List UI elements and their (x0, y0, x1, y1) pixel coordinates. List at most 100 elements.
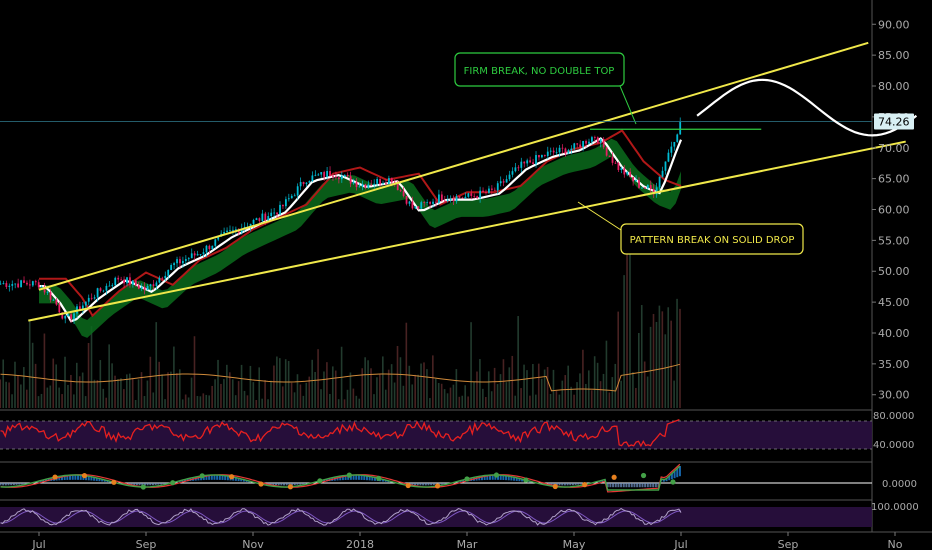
rsi-tick-label-80: 80.0000 (873, 411, 914, 422)
candle-body (335, 176, 337, 178)
volume-bar (402, 385, 405, 408)
macd-histogram-bar (443, 483, 446, 485)
candle-body (234, 229, 237, 231)
macd-histogram-bar (609, 483, 612, 488)
volume-bar (399, 357, 402, 408)
candle-body (81, 305, 84, 311)
macd-histogram-bar (622, 483, 625, 488)
candle-body (417, 206, 420, 209)
macd-histogram-bar (558, 483, 561, 486)
candle-body (152, 284, 155, 287)
candle-body (579, 144, 582, 148)
candle-body (214, 239, 217, 246)
candle-body (364, 184, 367, 188)
rsi-tick-label-40: 40.0000 (873, 440, 914, 451)
macd-cross-dot (346, 472, 352, 478)
candle-body (164, 275, 167, 279)
macd-histogram-bar (430, 483, 433, 486)
volume-bar (58, 387, 60, 408)
annotation-firm-break-text: FIRM BREAK, NO DOUBLE TOP (464, 66, 615, 77)
macd-histogram-bar (352, 475, 355, 480)
volume-bar (202, 393, 205, 408)
price-tick-label: 90.00 (878, 18, 910, 31)
candle-body (111, 285, 114, 287)
macd-histogram-bar (400, 483, 403, 484)
macd-histogram-bar (678, 466, 681, 477)
volume-bar (20, 384, 22, 408)
candle-body (502, 181, 505, 183)
volume-bar (320, 389, 322, 408)
candle-body (620, 168, 623, 170)
volume-ma-line (0, 363, 681, 392)
price-tick-label: 35.00 (878, 358, 910, 371)
volume-bar (540, 378, 543, 408)
macd-histogram-bar (240, 478, 243, 482)
candle-body (202, 252, 205, 255)
volume-bar (364, 357, 366, 408)
candle-body (405, 195, 408, 204)
volume-bar (46, 387, 49, 408)
volume-bar (228, 372, 231, 408)
macd-histogram-bar (58, 476, 61, 481)
candle-body (137, 285, 140, 289)
price-tick-label: 80.00 (878, 80, 910, 93)
volume-bar (173, 346, 175, 408)
last-price-label: 74.26 (878, 115, 910, 128)
volume-bar (184, 394, 187, 408)
macd-histogram-bar (138, 483, 141, 486)
volume-bar (593, 356, 596, 408)
candle-body (558, 147, 561, 153)
annotation-pattern-break[interactable]: PATTERN BREAK ON SOLID DROP (620, 223, 804, 255)
volume-bar (535, 394, 537, 408)
macd-histogram-bar (654, 483, 657, 488)
candle-body (458, 196, 461, 198)
volume-bar (152, 392, 155, 408)
volume-bar (73, 394, 75, 408)
volume-bar (240, 364, 243, 408)
volume-bar (126, 374, 128, 408)
candle-body (376, 178, 379, 184)
macd-histogram-bar (213, 475, 216, 480)
candle-body (508, 174, 511, 180)
candle-body (555, 152, 558, 154)
macd-histogram-bar (499, 475, 502, 480)
macd-histogram-bar (614, 483, 617, 488)
candle-body (296, 186, 299, 196)
volume-bar (261, 398, 263, 408)
macd-histogram-bar (427, 483, 430, 486)
volume-bar (131, 377, 134, 408)
candle-body (79, 306, 81, 311)
candle-body (290, 195, 293, 199)
candle-body (87, 297, 90, 302)
candle-body (438, 194, 440, 203)
volume-bar (502, 359, 505, 408)
candle-body (170, 264, 173, 271)
candle-body (623, 168, 626, 175)
volume-bar (40, 393, 43, 408)
volume-bar (167, 372, 169, 408)
candle-body (402, 191, 405, 196)
candle-body (493, 189, 496, 191)
macd-cross-dot (52, 474, 58, 480)
macd-histogram-bar (561, 483, 564, 486)
candle-body (552, 150, 555, 153)
candle-body (20, 280, 22, 288)
candle-body (173, 263, 175, 265)
candle-body (346, 174, 349, 177)
candle-body (635, 180, 637, 182)
macd-histogram-bar (341, 475, 344, 481)
candle-body (273, 212, 276, 214)
volume-bar (464, 385, 466, 408)
macd-cross-dot (111, 479, 117, 485)
candle-body (535, 155, 537, 165)
ma-ribbon (39, 129, 683, 338)
volume-bar (105, 397, 108, 408)
time-tick-label: May (563, 538, 586, 550)
macd-histogram-bar (87, 476, 90, 481)
macd-histogram-bar (93, 477, 96, 481)
annotation-firm-break[interactable]: FIRM BREAK, NO DOUBLE TOP (454, 52, 625, 87)
candle-body (570, 148, 573, 151)
macd-cross-dot (199, 473, 205, 479)
macd-histogram-bar (296, 483, 299, 485)
